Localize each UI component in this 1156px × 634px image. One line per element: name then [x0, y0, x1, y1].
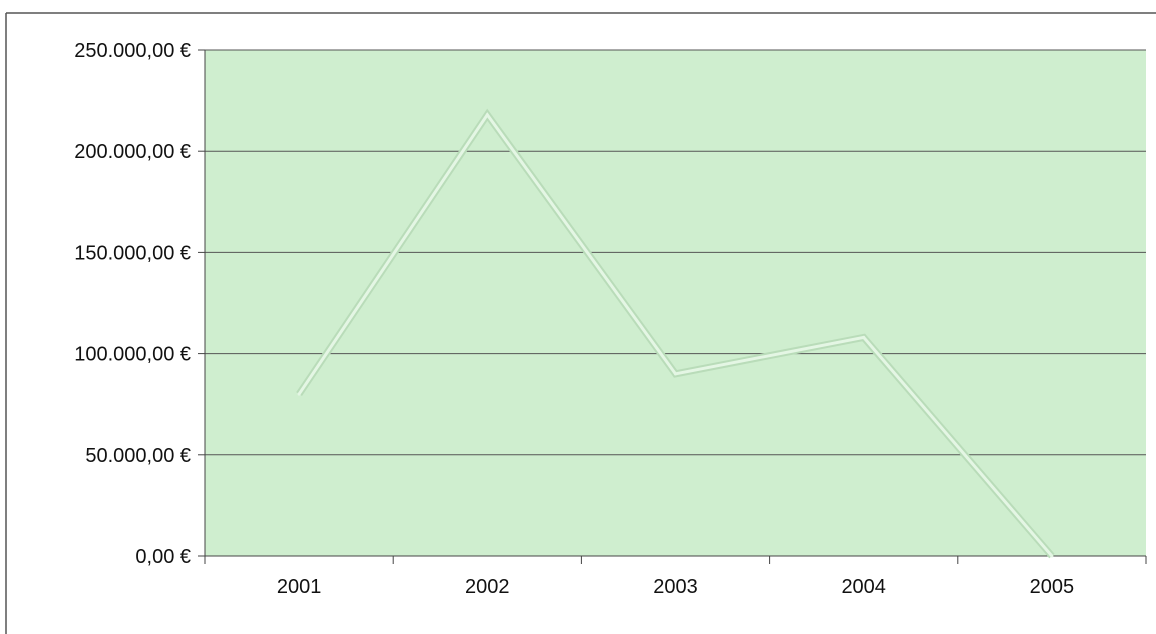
axes — [198, 49, 1147, 564]
x-tick-label: 2004 — [841, 576, 886, 598]
gridlines — [205, 49, 1146, 456]
x-tick-label: 2003 — [653, 576, 698, 598]
y-tick-label: 200.000,00 € — [74, 141, 191, 163]
series-lines — [296, 108, 1055, 559]
x-axis-tick-labels: 2001 2002 2003 2004 2005 — [277, 576, 1074, 598]
y-axis-tick-labels: 0,00 € 50.000,00 € 100.000,00 € 150.000,00 … — [74, 40, 191, 568]
y-tick-label: 0,00 € — [135, 546, 191, 568]
x-tick-label: 2002 — [465, 576, 510, 598]
y-tick-label: 150.000,00 € — [74, 242, 191, 264]
y-tick-label: 100.000,00 € — [74, 344, 191, 366]
plot-area — [205, 50, 1146, 556]
y-tick-label: 50.000,00 € — [85, 445, 191, 467]
data-point — [862, 335, 866, 339]
data-point — [485, 113, 489, 117]
data-point — [297, 392, 301, 396]
data-point — [1050, 554, 1054, 558]
x-tick-label: 2005 — [1030, 576, 1075, 598]
x-tick-label: 2001 — [277, 576, 322, 598]
data-point — [674, 372, 677, 376]
y-tick-label: 250.000,00 € — [74, 40, 191, 62]
